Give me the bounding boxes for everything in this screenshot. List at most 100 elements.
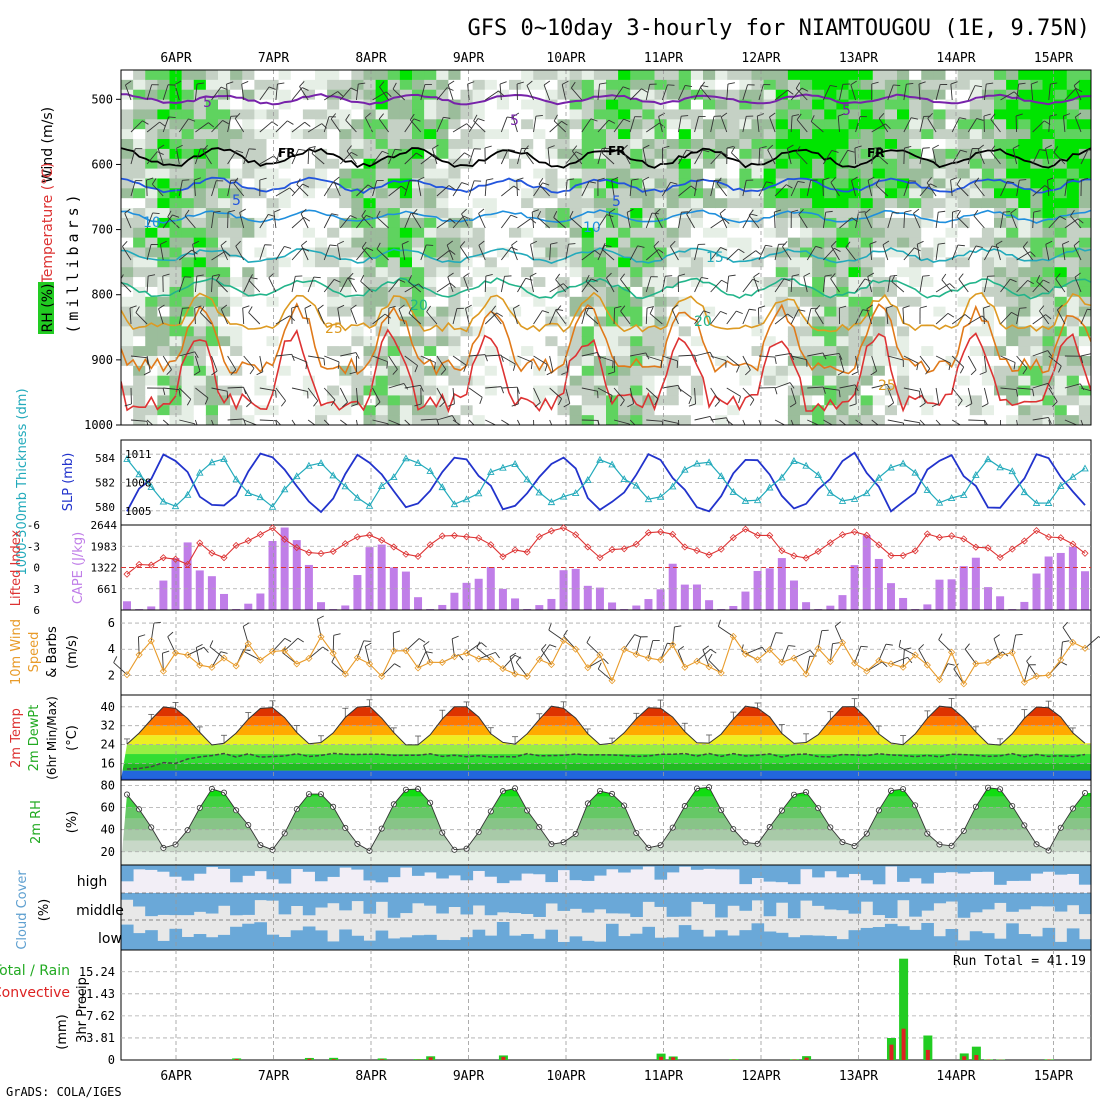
rh-cell [399,158,413,170]
rh-cell [254,99,268,111]
rh-cell [448,277,462,288]
wind-barb [919,116,925,133]
rh-cell [787,178,801,189]
rh-cell [703,109,716,120]
rh-cell [909,79,922,91]
rh-cell [230,336,243,347]
wind-barb-flag [347,272,354,279]
rh-cell [775,237,789,249]
rh-cell [909,227,922,239]
rh-cell [994,129,1007,140]
rh-cell [484,326,498,337]
rh-cell [933,89,947,101]
rh-cell [230,247,243,258]
rh-cell [290,375,304,387]
wind-barb-flag [922,275,930,277]
rh-cell [521,188,534,199]
rh-cell [533,267,546,278]
wind-barb-flag [275,390,277,398]
rh-cell [351,237,365,249]
rh-cell [860,257,874,268]
rh-cell [254,346,268,357]
rh-floor [121,851,1091,865]
rh-cell [375,355,389,367]
wind-barb-flag [927,432,931,438]
wind-barb [983,355,987,372]
rh-cell [787,109,801,120]
wind-barb [1032,382,1049,389]
rh-cell [521,385,534,397]
wind-barb-flag [874,147,882,149]
rh-cell [763,99,777,111]
wind-barb [581,352,598,357]
rh-cell [509,336,522,347]
rh-cell [157,99,171,111]
wind-barb [882,244,889,261]
rh-cell [460,277,474,288]
rh-cell [836,158,850,170]
freezing-level-label: FR [867,146,884,160]
wind-barb [845,247,856,261]
wind-barb [790,276,793,293]
li-point [256,530,264,539]
wind-barb-flag [273,155,279,162]
rh-cell [181,326,195,337]
rh-cell [157,316,171,327]
thickness-point [390,473,398,481]
wind-barb [855,419,864,425]
rh-cell [121,119,134,130]
wind-barb-flag [156,431,159,437]
rh-cell [824,79,837,91]
rh-cell [981,99,995,111]
rh-cell [897,139,910,150]
rh-cell [181,405,195,416]
wind-barb-flag [854,384,859,392]
rh-cell [315,277,328,288]
wind-speed-point [778,658,786,666]
rh-cell [351,365,365,377]
rh-cell [800,119,813,130]
rh-cell [836,148,850,160]
wind-barb-flag [1070,209,1075,217]
rh-cell [945,365,959,377]
rh-cell [739,237,753,249]
wind-barb [903,147,905,165]
wind-barb [485,354,502,357]
wind-barb-flag [220,86,228,91]
rh-cell [1042,316,1056,327]
rh-cell [593,79,607,91]
rh-cell [654,129,668,140]
rh-cell [739,286,753,298]
wind-barb [468,148,475,165]
wind-barb-flag [815,245,823,249]
surface-wind-barb-flag [741,644,744,652]
rh-cell [448,306,462,318]
wind-barb-flag [887,402,894,408]
rh-cell [315,237,328,249]
rh-cell [387,415,401,425]
wind-barb-flag [992,245,1000,249]
rh-cell [715,385,728,397]
rh-cell [460,227,474,239]
rh-cell [824,346,837,357]
wind-barb [967,85,976,101]
wind-barb [291,216,305,229]
rh-cell [436,89,449,101]
rh-cell [157,286,171,298]
rh-cell [290,277,304,288]
rh-cell [860,168,874,180]
wind-barb [547,148,551,165]
wind-barb [886,308,889,325]
rh-cell [1006,247,1019,258]
rh-cell [606,227,619,239]
rh-cell [436,148,449,160]
rh-cell [1078,257,1091,268]
rh-cell [812,237,825,249]
rh-cell [727,79,740,91]
wind-barb-flag [927,112,933,119]
rh-cell [1078,375,1091,387]
rh-cell [981,129,995,140]
wind-barb [1030,84,1034,101]
rh-cell [193,109,207,120]
rh-cell [703,385,716,397]
